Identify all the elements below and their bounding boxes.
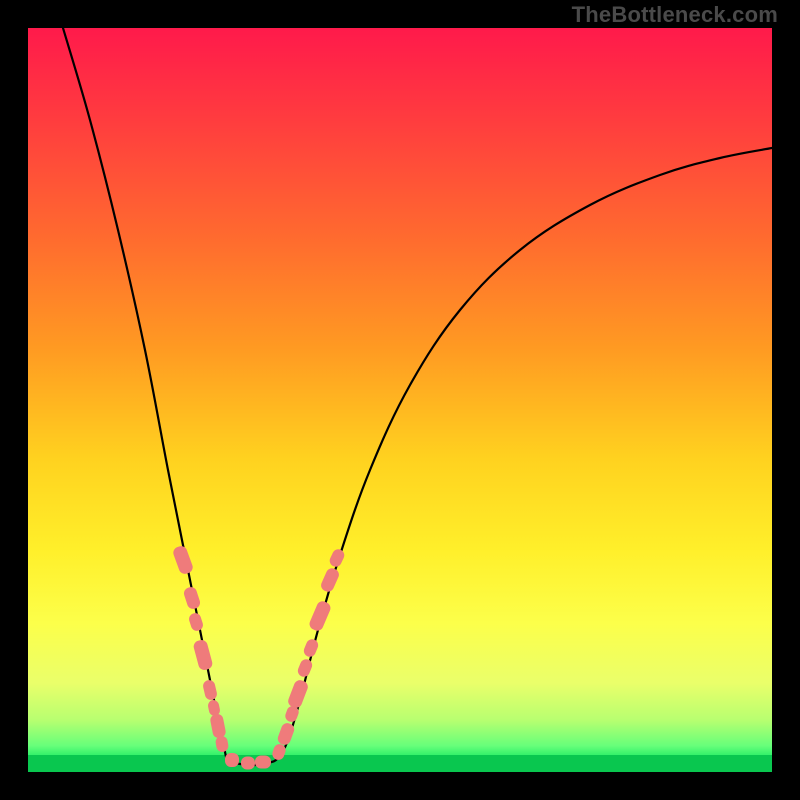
plot-area [28,28,772,772]
green-band [28,755,772,772]
curve-marker [241,757,255,770]
bottleneck-chart [0,0,800,800]
curve-marker [225,753,239,767]
chart-container: TheBottleneck.com [0,0,800,800]
watermark-text: TheBottleneck.com [572,2,778,28]
curve-marker [255,756,271,769]
